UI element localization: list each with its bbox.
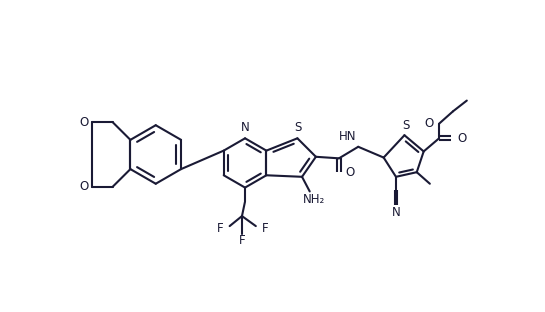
Text: O: O <box>80 116 89 129</box>
Text: F: F <box>239 234 245 247</box>
Text: N: N <box>392 206 401 219</box>
Text: O: O <box>458 132 467 145</box>
Text: S: S <box>294 121 302 134</box>
Text: NH₂: NH₂ <box>302 193 325 206</box>
Text: S: S <box>402 119 410 132</box>
Text: F: F <box>217 222 223 235</box>
Text: F: F <box>262 222 269 235</box>
Text: O: O <box>425 117 434 130</box>
Text: O: O <box>80 180 89 193</box>
Text: O: O <box>345 166 354 179</box>
Text: HN: HN <box>339 130 356 143</box>
Text: N: N <box>241 121 250 134</box>
